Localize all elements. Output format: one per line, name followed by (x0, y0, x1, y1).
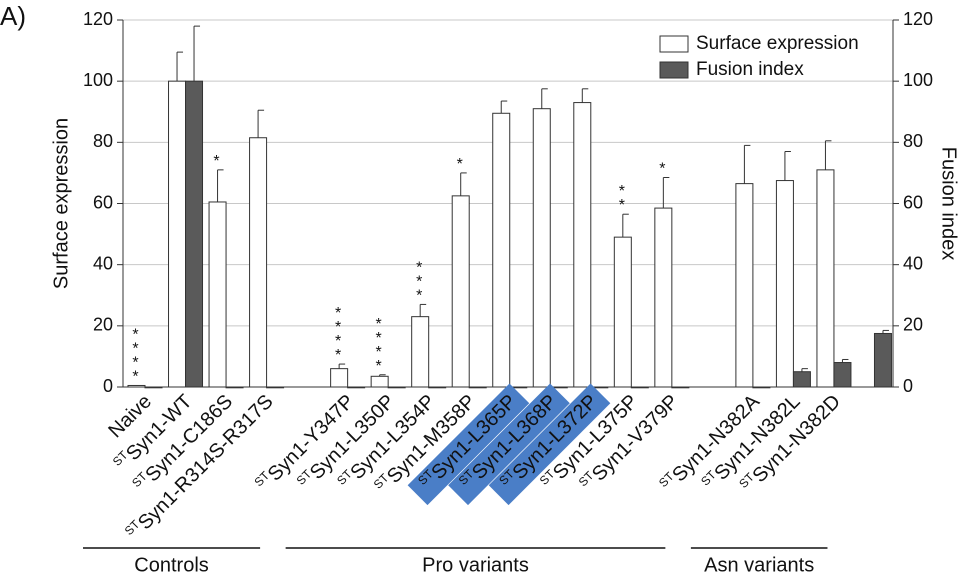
legend-swatch (659, 35, 689, 53)
y2-tick-label: 120 (903, 9, 933, 29)
legend-swatch (659, 61, 689, 79)
bar (833, 362, 852, 388)
bar (816, 169, 835, 388)
error-bar (217, 169, 224, 202)
y-tick-label: 60 (93, 192, 113, 212)
label-highlight (488, 383, 611, 506)
legend-label: Surface expression (696, 33, 859, 54)
y2-tick-label: 0 (903, 376, 913, 396)
bar (347, 386, 366, 389)
bar (492, 112, 511, 388)
significance: * (659, 161, 667, 178)
significance: * * * * (335, 305, 343, 364)
y2-axis-label: Fusion index (938, 147, 959, 260)
bar (775, 180, 794, 388)
error-bar (801, 368, 808, 372)
bar (225, 386, 244, 389)
significance: * (457, 156, 465, 173)
bar (208, 201, 227, 388)
bar (330, 368, 349, 388)
bar (411, 316, 430, 388)
group-label: Controls (134, 554, 208, 576)
error-bar (193, 25, 201, 82)
y2-tick-label: 100 (903, 70, 933, 90)
error-bar (662, 177, 670, 209)
error-bar (419, 303, 427, 317)
error-bar (379, 374, 386, 377)
label-highlight (407, 383, 530, 506)
bar (735, 183, 754, 388)
bar (451, 195, 470, 388)
y2-tick-label: 80 (903, 131, 923, 151)
y-tick-label: 40 (93, 253, 113, 273)
bar (573, 102, 592, 388)
error-bar (743, 144, 751, 184)
error-bar (784, 151, 791, 181)
bar (127, 384, 146, 388)
bar (387, 386, 406, 389)
bar (792, 371, 811, 388)
bar (266, 386, 285, 389)
error-bar (460, 172, 467, 196)
significance: * * * (416, 260, 424, 305)
significance: * * * * (376, 316, 384, 375)
bar (613, 236, 632, 388)
bar (873, 332, 892, 388)
y-axis-label: Surface expression (50, 118, 72, 289)
bar (671, 386, 690, 389)
bar (468, 386, 487, 389)
error-bar (622, 213, 629, 238)
y-tick-label: 0 (103, 376, 113, 396)
error-bar (841, 358, 849, 363)
error-bar (176, 51, 184, 82)
panel-label: A) (0, 1, 26, 31)
error-bar (581, 88, 589, 103)
y2-tick-label: 60 (903, 192, 923, 212)
group-label: Pro variants (422, 554, 529, 576)
y-tick-label: 80 (93, 131, 113, 151)
bar (630, 386, 649, 389)
error-bar (338, 363, 346, 369)
error-bar (257, 109, 265, 138)
error-bar (882, 329, 889, 334)
group-label: Asn variants (704, 554, 814, 576)
error-bar (500, 100, 508, 114)
legend-label: Fusion index (696, 59, 804, 80)
y-tick-label: 120 (83, 9, 113, 29)
label-highlight (448, 383, 570, 506)
bar (168, 80, 187, 388)
bar (185, 80, 204, 388)
bar (144, 386, 163, 389)
y2-tick-label: 40 (903, 253, 923, 273)
bar (752, 386, 771, 389)
y-tick-label: 100 (83, 70, 113, 90)
error-bar (824, 140, 832, 170)
bar (532, 108, 551, 388)
bar (370, 375, 389, 388)
significance: * * * * (132, 327, 140, 386)
bar (654, 207, 673, 388)
y2-tick-label: 20 (903, 315, 923, 335)
significance: * (213, 153, 221, 170)
bar (428, 386, 447, 389)
y-tick-label: 20 (93, 315, 113, 335)
bar (249, 137, 268, 388)
significance: * * (619, 183, 627, 214)
error-bar (541, 88, 548, 109)
